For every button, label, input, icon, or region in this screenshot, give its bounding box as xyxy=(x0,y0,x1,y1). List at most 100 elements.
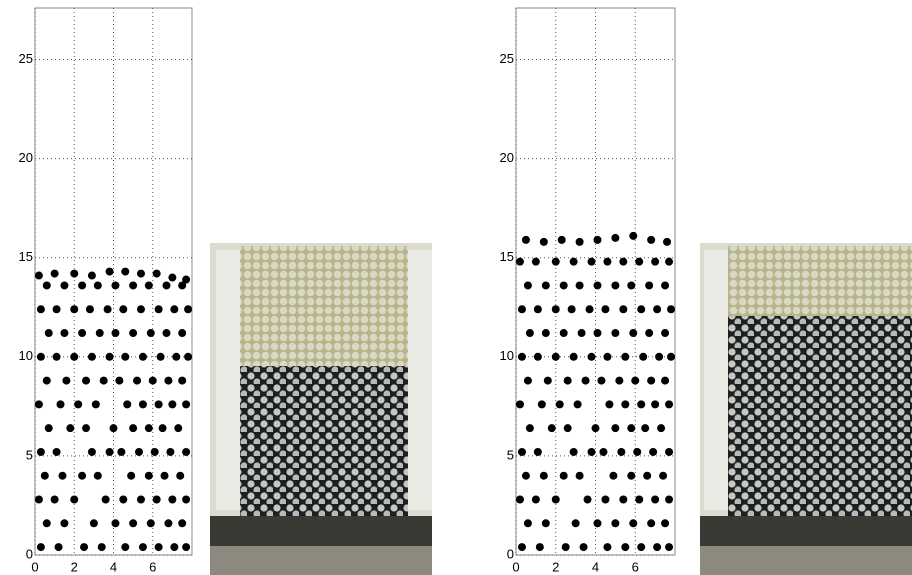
y-tick-label: 25 xyxy=(19,51,33,66)
particle xyxy=(101,495,110,504)
particle xyxy=(129,281,138,290)
particle xyxy=(611,233,620,242)
particle xyxy=(577,329,586,338)
particle xyxy=(637,305,646,314)
particle xyxy=(111,281,120,290)
particle xyxy=(109,424,118,433)
particle xyxy=(70,352,79,361)
particle xyxy=(111,329,120,338)
particle xyxy=(138,400,147,409)
particle xyxy=(154,400,163,409)
y-tick-label: 20 xyxy=(19,150,33,165)
particle xyxy=(525,424,534,433)
x-tick-label: 6 xyxy=(149,559,156,574)
particle xyxy=(615,376,624,385)
particle xyxy=(665,257,674,266)
particle xyxy=(593,329,602,338)
particle xyxy=(78,281,87,290)
particle xyxy=(176,471,185,480)
particle xyxy=(44,329,53,338)
particle xyxy=(517,543,526,552)
particle xyxy=(629,329,638,338)
particle xyxy=(521,235,530,244)
particle xyxy=(541,281,550,290)
particle xyxy=(585,305,594,314)
particle xyxy=(611,329,620,338)
particle xyxy=(647,519,656,528)
particle xyxy=(557,235,566,244)
particle xyxy=(78,471,87,480)
particle xyxy=(103,305,112,314)
particle xyxy=(575,281,584,290)
particle xyxy=(156,352,165,361)
particle xyxy=(631,376,640,385)
particle xyxy=(523,281,532,290)
particle xyxy=(629,231,638,240)
particle xyxy=(563,424,572,433)
y-tick-label: 15 xyxy=(19,249,33,264)
particle xyxy=(521,471,530,480)
particle xyxy=(651,495,660,504)
particle xyxy=(575,237,584,246)
y-tick-label: 0 xyxy=(507,546,514,561)
particle xyxy=(154,305,163,314)
particle xyxy=(123,400,132,409)
particle xyxy=(611,281,620,290)
particle xyxy=(603,352,612,361)
particle xyxy=(70,495,79,504)
particle xyxy=(144,471,153,480)
particle xyxy=(661,519,670,528)
particle xyxy=(80,543,89,552)
particle xyxy=(136,269,145,278)
particle xyxy=(40,471,49,480)
particle xyxy=(561,543,570,552)
y-tick-label: 10 xyxy=(500,348,514,363)
particle xyxy=(121,352,130,361)
particle xyxy=(44,424,53,433)
particle xyxy=(627,471,636,480)
particle xyxy=(50,495,59,504)
particle xyxy=(619,495,628,504)
y-tick-label: 10 xyxy=(19,348,33,363)
particle xyxy=(58,471,67,480)
particle xyxy=(52,305,61,314)
particle xyxy=(583,495,592,504)
particle xyxy=(152,495,161,504)
particle xyxy=(166,447,175,456)
particle xyxy=(182,495,191,504)
particle xyxy=(559,281,568,290)
particle xyxy=(170,543,179,552)
particle xyxy=(119,305,128,314)
particle xyxy=(70,269,79,278)
particle xyxy=(593,235,602,244)
particle xyxy=(601,495,610,504)
x-tick-label: 2 xyxy=(552,559,559,574)
particle xyxy=(523,519,532,528)
particle xyxy=(34,271,43,280)
particle xyxy=(82,424,91,433)
particle xyxy=(129,519,138,528)
particle xyxy=(651,257,660,266)
y-tick-label: 15 xyxy=(500,249,514,264)
particle xyxy=(129,329,138,338)
particle xyxy=(178,329,187,338)
particle xyxy=(665,400,674,409)
particle xyxy=(551,352,560,361)
particle xyxy=(571,519,580,528)
photo xyxy=(210,243,432,575)
particle xyxy=(82,376,91,385)
particle xyxy=(643,471,652,480)
particle xyxy=(617,447,626,456)
particle xyxy=(97,543,106,552)
particle xyxy=(74,400,83,409)
particle xyxy=(162,329,171,338)
x-tick-label: 0 xyxy=(31,559,38,574)
particle xyxy=(50,269,59,278)
particle xyxy=(621,400,630,409)
particle xyxy=(657,424,666,433)
particle xyxy=(117,447,126,456)
particle xyxy=(665,495,674,504)
particle xyxy=(135,447,144,456)
particle xyxy=(525,329,534,338)
particle xyxy=(105,352,114,361)
